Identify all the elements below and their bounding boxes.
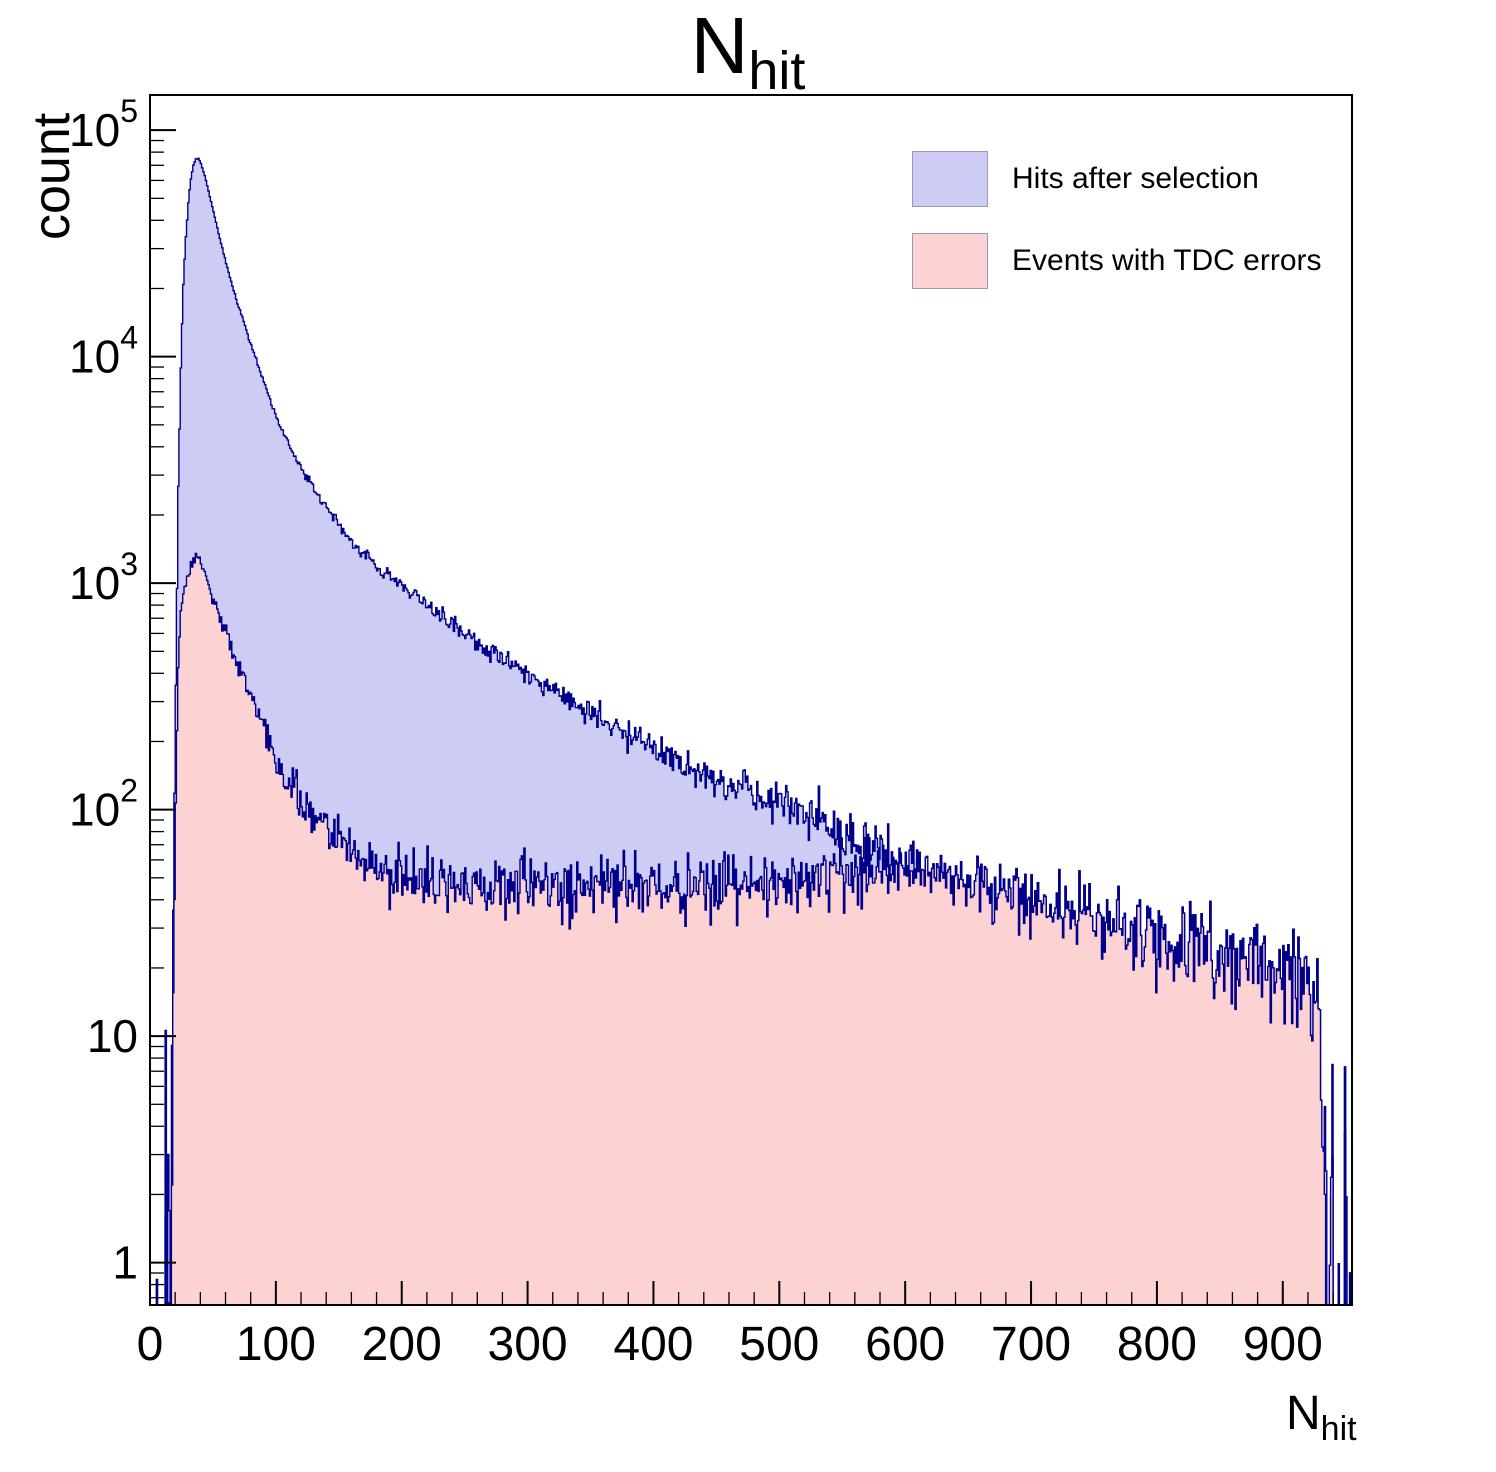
series-layer (150, 157, 1352, 1305)
legend-entry: Hits after selection (912, 150, 1322, 208)
y-axis-title: count (23, 112, 81, 240)
x-tick-label: 700 (991, 1318, 1071, 1371)
legend: Hits after selection Events with TDC err… (912, 150, 1322, 314)
y-tick-label: 104 (69, 320, 138, 383)
x-tick-label: 0 (137, 1318, 164, 1371)
x-tick-label: 500 (739, 1318, 819, 1371)
chart-title: Nhit (0, 1, 1496, 101)
y-tick-label: 1 (112, 1237, 138, 1289)
x-axis-title-main: N (1286, 1387, 1321, 1440)
legend-entry: Events with TDC errors (912, 232, 1322, 290)
legend-swatch-hits-after-selection (912, 151, 988, 207)
x-tick-label: 400 (613, 1318, 693, 1371)
legend-label: Hits after selection (1012, 162, 1259, 195)
x-tick-label: 900 (1243, 1318, 1323, 1371)
x-tick-label: 600 (865, 1318, 945, 1371)
plot-frame (149, 94, 1353, 1306)
legend-swatch-events-with-tdc-errors (912, 233, 988, 289)
y-tick-label: 102 (69, 773, 138, 836)
x-axis-title: Nhit (1286, 1386, 1357, 1448)
x-tick-label: 800 (1117, 1318, 1197, 1371)
x-tick-label: 200 (362, 1318, 442, 1371)
x-tick-label: 100 (236, 1318, 316, 1371)
legend-label: Events with TDC errors (1012, 244, 1322, 277)
chart-title-main: N (690, 1, 749, 90)
y-tick-label: 105 (69, 93, 138, 156)
y-tick-label: 10 (87, 1010, 138, 1062)
x-tick-label: 300 (488, 1318, 568, 1371)
axes: 0 100 200 300 400 500 600 700 800 900 1 10 102 103 104… (69, 93, 1334, 1371)
x-axis-title-sub: hit (1320, 1410, 1357, 1448)
chart-title-sub: hit (748, 41, 806, 101)
series-1 (150, 552, 1352, 1305)
y-tick-label: 103 (69, 546, 138, 609)
